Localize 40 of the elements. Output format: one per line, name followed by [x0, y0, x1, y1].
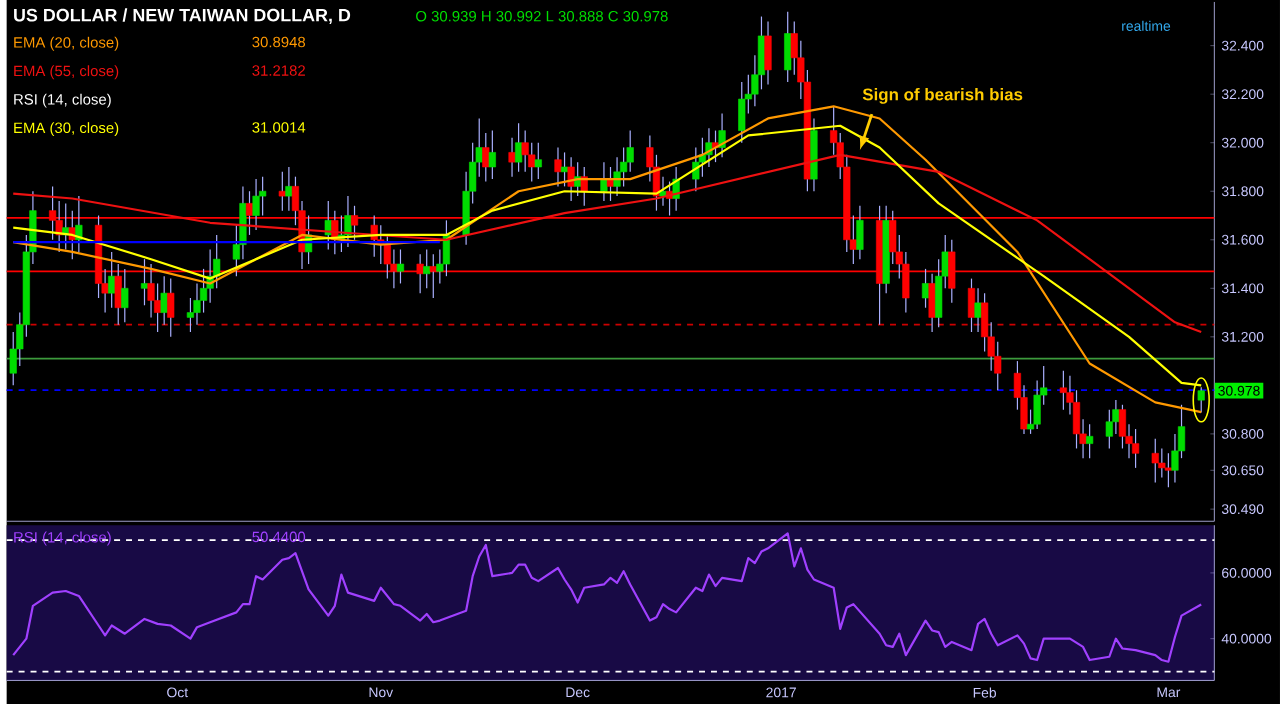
candlestick [1105, 408, 1113, 449]
candlestick [160, 275, 168, 326]
candlestick [252, 178, 260, 231]
candlestick [764, 20, 772, 85]
candlestick [534, 141, 542, 180]
candlestick [718, 112, 726, 158]
candlestick [1059, 370, 1067, 411]
candlestick [167, 277, 175, 338]
candlestick [508, 137, 516, 178]
candlestick [1131, 428, 1140, 469]
candlestick [1151, 438, 1159, 483]
candlestick [488, 129, 496, 180]
candlestick [974, 287, 982, 333]
candlestick [856, 205, 864, 260]
candlestick [278, 171, 286, 212]
candlestick [1158, 447, 1166, 479]
candlestick [75, 195, 83, 253]
candlestick [515, 122, 523, 173]
candlestick [692, 146, 700, 192]
candlestick [784, 10, 792, 83]
candlestick [1197, 386, 1205, 413]
candlestick [613, 156, 621, 197]
candlestick [442, 219, 450, 277]
candlestick [396, 248, 405, 284]
candlestick [560, 151, 569, 187]
candlestick [285, 166, 293, 212]
candlestick [580, 166, 588, 207]
candlestick [567, 156, 575, 202]
candlestick [738, 81, 746, 144]
candlestick [429, 253, 437, 299]
candlestick [140, 258, 149, 306]
candlestick [967, 277, 976, 333]
chart-title: US DOLLAR / NEW TAIWAN DOLLAR, D [14, 8, 351, 24]
candlestick [1164, 452, 1172, 488]
annotation: Sign of bearish bias [862, 87, 1023, 104]
line-series [12, 532, 1203, 663]
candlestick [554, 146, 562, 187]
candlestick [121, 268, 129, 323]
candlestick [344, 195, 352, 248]
candlestick [1086, 423, 1094, 459]
